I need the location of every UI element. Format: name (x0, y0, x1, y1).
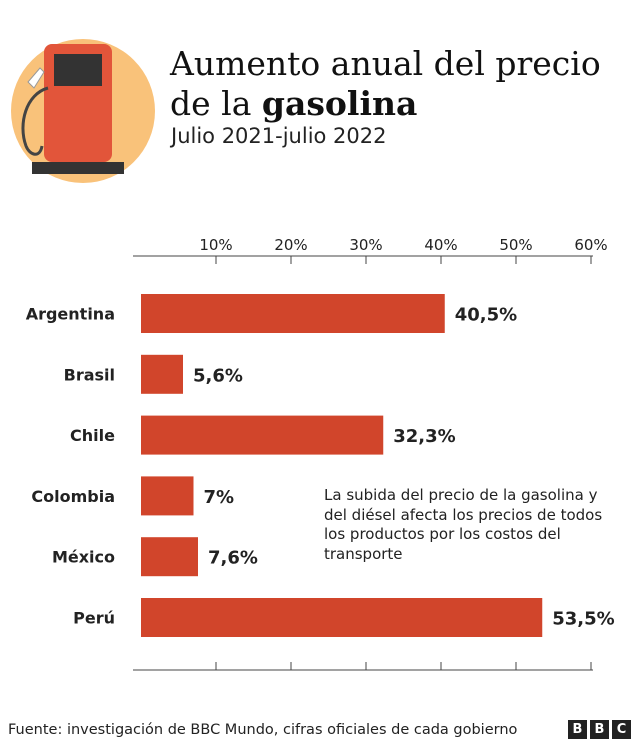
source-note: Fuente: investigación de BBC Mundo, cifr… (8, 722, 518, 738)
category-label: México (52, 548, 115, 567)
bbc-logo-letter: C (612, 720, 631, 739)
x-tick-label-top: 40% (424, 236, 457, 254)
value-label: 53,5% (552, 609, 614, 630)
chart-labels: Argentina 40,5% Brasil 5,6% Chile 32,3% Colomb… (26, 305, 615, 630)
gas-pump-icon-base (32, 162, 124, 174)
x-tick-label-top: 10% (199, 236, 232, 254)
value-label: 40,5% (455, 305, 517, 326)
category-label: Colombia (31, 487, 115, 506)
title-line-2-bold: gasolina (261, 84, 418, 123)
category-label: Perú (73, 609, 115, 628)
bar-chart: 10%20%30%40%50%60%10%20%30%40%50%60% Arg… (26, 236, 615, 671)
gas-pump-icon-screen (54, 54, 102, 86)
x-tick-label-top: 20% (274, 236, 307, 254)
value-label: 32,3% (393, 426, 455, 447)
bar (141, 354, 183, 394)
bbc-logo-letter: B (568, 720, 587, 739)
category-label: Argentina (26, 305, 115, 324)
title-line-1: Aumento anual del precio (170, 44, 601, 83)
chart-bars (141, 294, 543, 637)
chart-axes: 10%20%30%40%50%60%10%20%30%40%50%60% (133, 236, 608, 671)
x-tick-label-top: 30% (349, 236, 382, 254)
chart-subtitle: Julio 2021-julio 2022 (171, 124, 387, 148)
value-label: 7% (204, 487, 235, 508)
gas-pump-icon (11, 39, 155, 183)
bbc-logo: B B C (568, 720, 631, 739)
bbc-logo-letter: B (590, 720, 609, 739)
chart-annotation: La subida del precio de la gasolina y de… (324, 486, 603, 563)
bar (141, 537, 198, 577)
category-label: Brasil (64, 365, 115, 384)
value-label: 5,6% (193, 365, 243, 386)
bar (141, 415, 384, 455)
x-tick-label-top: 50% (499, 236, 532, 254)
gas-pump-icon-nozzle (27, 67, 45, 89)
value-label: 7,6% (208, 548, 258, 569)
title-line-2-prefix: de la (170, 84, 262, 123)
x-tick-label-top: 60% (574, 236, 607, 254)
bar (141, 294, 445, 333)
bar (141, 598, 543, 637)
chart-title: Aumento anual del precio de la gasolina (170, 44, 601, 124)
category-label: Chile (70, 426, 115, 445)
gas-pump-icon-hose (21, 86, 49, 156)
bar (141, 476, 194, 516)
